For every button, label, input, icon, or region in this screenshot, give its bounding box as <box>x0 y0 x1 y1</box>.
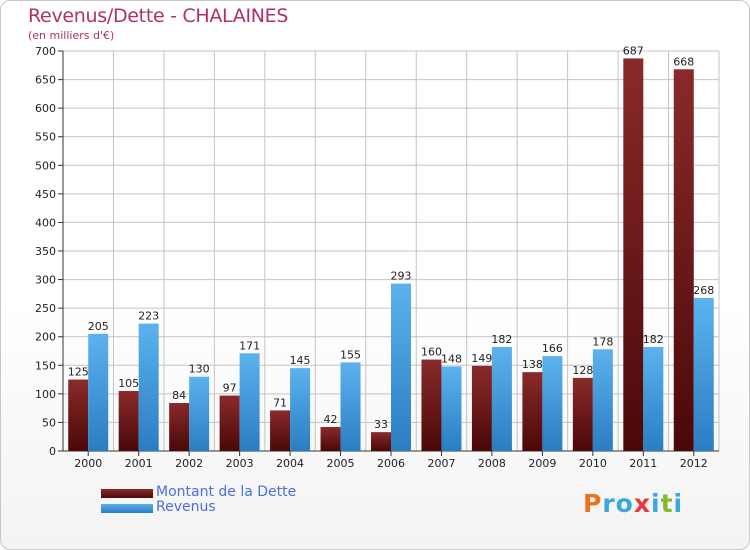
data-label-revenus: 148 <box>441 352 462 365</box>
bar-dette <box>623 58 644 452</box>
y-tick-label: 200 <box>35 331 56 344</box>
y-tick-label: 650 <box>35 74 56 87</box>
data-label-revenus: 205 <box>88 320 109 333</box>
x-tick-label: 2008 <box>478 457 506 470</box>
bar-revenus <box>592 349 613 451</box>
y-tick-label: 450 <box>35 188 56 201</box>
data-label-revenus: 293 <box>391 270 412 283</box>
y-tick-label: 600 <box>35 102 56 115</box>
bar-revenus <box>189 376 210 451</box>
bar-dette <box>673 69 694 452</box>
y-tick-label: 150 <box>35 359 56 372</box>
x-tick-label: 2012 <box>680 457 708 470</box>
data-label-revenus: 171 <box>239 339 260 352</box>
data-label-dette: 33 <box>374 418 388 431</box>
data-label-revenus: 145 <box>290 354 311 367</box>
logo-letter: P <box>583 489 603 518</box>
data-label-dette: 128 <box>572 364 593 377</box>
bar-dette <box>68 379 89 451</box>
data-label-dette: 125 <box>68 366 89 379</box>
legend-swatch-dette <box>101 489 153 498</box>
logo-letter: r <box>602 489 616 518</box>
bar-revenus <box>542 356 563 451</box>
bar-revenus <box>693 297 714 451</box>
logo-letter: o <box>615 489 634 518</box>
bar-dette <box>169 403 190 451</box>
x-tick-label: 2009 <box>528 457 556 470</box>
data-label-dette: 687 <box>623 44 644 57</box>
x-tick-label: 2004 <box>276 457 304 470</box>
bar-dette <box>371 432 391 451</box>
bar-revenus <box>138 323 159 451</box>
bar-dette <box>572 377 593 451</box>
data-label-revenus: 178 <box>592 335 613 348</box>
data-label-dette: 71 <box>273 396 287 409</box>
bar-revenus <box>290 368 311 451</box>
data-label-revenus: 182 <box>643 333 664 346</box>
bar-dette <box>471 365 492 451</box>
bar-revenus <box>643 347 664 451</box>
legend-label-dette: Montant de la Dette <box>156 484 297 500</box>
data-label-revenus: 155 <box>340 348 361 361</box>
y-tick-label: 350 <box>35 245 56 258</box>
x-tick-label: 2011 <box>629 457 657 470</box>
y-tick-label: 500 <box>35 159 56 172</box>
bar-revenus <box>239 353 260 451</box>
chart-title: Revenus/Dette - CHALAINES <box>28 5 289 27</box>
data-label-dette: 668 <box>673 55 694 68</box>
bar-dette <box>219 395 240 451</box>
legend-label-revenus: Revenus <box>156 499 216 515</box>
chart-subtitle: (en milliers d'€) <box>28 29 115 42</box>
y-tick-label: 300 <box>35 274 56 287</box>
bar-revenus <box>340 362 361 451</box>
y-tick-label: 400 <box>35 216 56 229</box>
bar-revenus <box>88 333 109 451</box>
logo-letter: t <box>660 489 674 518</box>
x-tick-label: 2002 <box>175 457 203 470</box>
x-tick-label: 2005 <box>327 457 355 470</box>
proxiti-logo: Proxiti <box>583 489 683 518</box>
data-label-revenus: 268 <box>693 284 714 297</box>
data-label-dette: 105 <box>118 377 139 390</box>
data-label-dette: 97 <box>223 382 237 395</box>
bar-dette <box>270 410 291 451</box>
x-tick-label: 2000 <box>74 457 102 470</box>
bar-dette <box>421 359 442 451</box>
bar-dette <box>118 391 139 451</box>
bar-revenus <box>491 347 512 451</box>
y-tick-label: 50 <box>42 416 56 429</box>
logo-letter: x <box>633 489 651 518</box>
data-label-dette: 84 <box>172 389 186 402</box>
x-tick-label: 2010 <box>579 457 607 470</box>
y-tick-label: 250 <box>35 302 56 315</box>
y-tick-label: 100 <box>35 388 56 401</box>
data-label-dette: 138 <box>522 358 543 371</box>
data-label-revenus: 130 <box>189 363 210 376</box>
y-tick-label: 0 <box>49 445 56 458</box>
legend-swatch-revenus <box>101 504 153 513</box>
data-label-revenus: 166 <box>542 342 563 355</box>
data-label-dette: 160 <box>421 346 442 359</box>
x-tick-label: 2007 <box>427 457 455 470</box>
logo-letter: i <box>673 489 684 518</box>
y-tick-label: 700 <box>35 45 56 58</box>
bar-dette <box>320 427 341 451</box>
bar-dette <box>522 372 543 451</box>
bar-revenus <box>391 283 411 451</box>
data-label-revenus: 182 <box>491 333 512 346</box>
y-tick-label: 550 <box>35 131 56 144</box>
x-tick-label: 2003 <box>226 457 254 470</box>
x-tick-label: 2006 <box>377 457 405 470</box>
data-label-dette: 42 <box>324 413 338 426</box>
x-tick-label: 2001 <box>125 457 153 470</box>
logo-letter: i <box>651 489 661 518</box>
data-label-revenus: 223 <box>138 310 159 323</box>
bar-revenus <box>441 366 462 451</box>
data-label-dette: 149 <box>471 352 492 365</box>
